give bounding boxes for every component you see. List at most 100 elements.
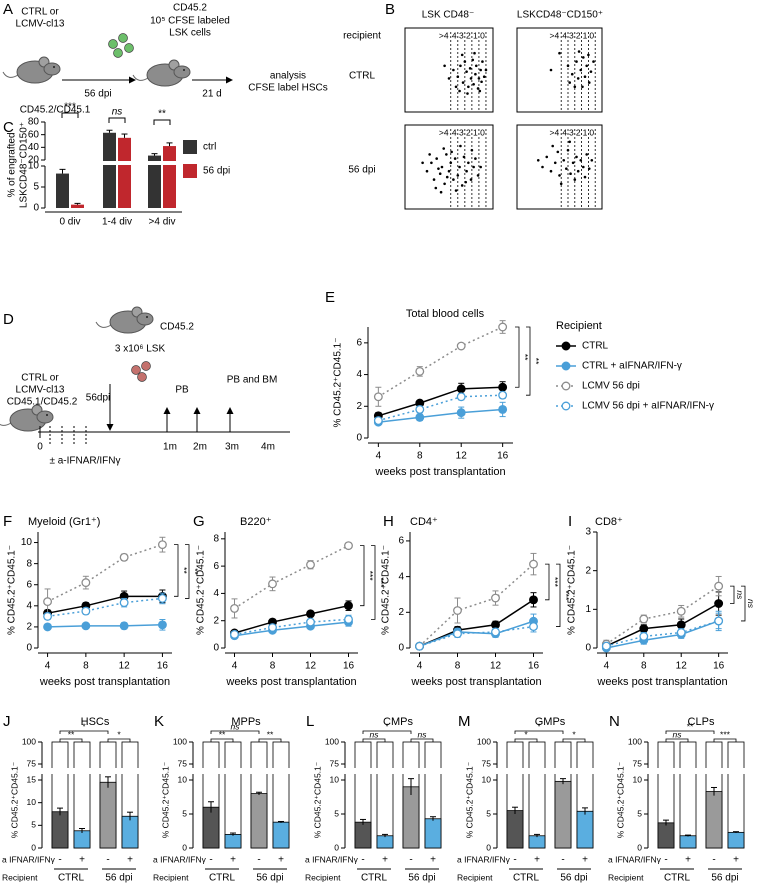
series-line: [605, 585, 720, 645]
cell-event: [435, 157, 438, 160]
series-line: [378, 394, 503, 422]
cell-event: [556, 150, 560, 154]
bar: [224, 834, 242, 849]
gate-label: 4: [562, 30, 567, 40]
legend-marker: [561, 401, 571, 411]
bar: [163, 146, 176, 208]
cell-event: [474, 157, 477, 160]
data-point: [119, 552, 129, 562]
bar: [99, 781, 117, 849]
cell-event: [573, 178, 577, 181]
x-tick-label: 8: [83, 661, 89, 672]
cell-event: [452, 68, 455, 72]
treatment-sign: +: [127, 855, 133, 866]
y-tick-label: 2: [398, 607, 404, 618]
x-tick-label: 12: [305, 661, 317, 672]
cell: [137, 372, 147, 382]
cell-event: [575, 60, 578, 63]
legend-swatch: [183, 140, 197, 154]
mouse-head: [136, 312, 154, 326]
gate-label: 2: [576, 30, 581, 40]
series-line: [234, 621, 349, 637]
gate-label: >4: [550, 30, 560, 40]
y-axis-label: % CD45.2⁺CD45.1⁻: [333, 337, 344, 427]
significance-label: ns: [112, 107, 123, 118]
data-point: [157, 620, 167, 630]
series-line: [377, 326, 503, 398]
significance-bracket: [526, 326, 531, 396]
data-point: [639, 631, 649, 641]
gate-label: 4: [562, 127, 567, 137]
cell-event: [482, 75, 486, 79]
significance-bracket: [514, 738, 538, 742]
gate-label: 3: [569, 30, 574, 40]
cell-event: [459, 144, 462, 148]
cell-event: [463, 60, 467, 63]
label: 3 x10⁶ LSK: [115, 344, 166, 355]
y-tick-label: 75: [482, 758, 492, 768]
group-label: Recipient: [2, 872, 38, 882]
cell-event: [445, 175, 449, 179]
cell-event: [577, 50, 581, 53]
label: CTRL: [349, 71, 376, 82]
data-point: [529, 595, 538, 605]
y-axis-label: % CD45.2⁺CD45.1⁻: [160, 761, 170, 838]
series-line: [419, 599, 534, 647]
significance-bracket: [210, 738, 234, 742]
y-tick-label: 3: [585, 527, 591, 538]
data-point: [43, 611, 53, 621]
significance-bracket: [360, 545, 365, 607]
label: PB: [175, 385, 189, 396]
significance-bracket: [562, 738, 586, 742]
significance-bracket: [185, 544, 190, 599]
x-tick-label: 8: [417, 451, 423, 462]
significance-label: *: [117, 729, 121, 739]
significance-bracket: [665, 738, 689, 742]
bar: [424, 818, 442, 849]
y-tick-label: 2: [213, 615, 219, 626]
data-point: [415, 412, 425, 422]
significance-bracket: [59, 738, 83, 742]
gate-label: >4: [550, 127, 560, 137]
panel-letter: H: [383, 513, 394, 530]
chart-title: MPPs: [231, 716, 261, 728]
cell-event: [428, 153, 431, 156]
cell-event: [558, 51, 561, 55]
label: CD45.2/CD45.1: [20, 105, 91, 116]
treatment-sign: -: [209, 855, 212, 866]
data-point: [529, 559, 538, 569]
bar: [554, 780, 572, 849]
data-point: [268, 623, 277, 632]
cell-event: [570, 72, 574, 76]
cell-event: [571, 161, 575, 165]
label: 56 dpi: [84, 89, 111, 100]
cell-event: [585, 64, 588, 68]
treatment-label: a IFNAR/IFNγ: [608, 854, 662, 864]
cell-event: [558, 174, 561, 177]
cell-event: [443, 182, 446, 186]
label: 56dpi: [86, 393, 110, 404]
group-name: 56 dpi: [256, 873, 283, 884]
significance-label: *: [82, 721, 86, 731]
significance-label: ns: [370, 729, 380, 739]
data-point: [453, 606, 462, 615]
significance-bracket: [362, 730, 412, 734]
y-tick-label: 6: [398, 536, 404, 547]
y-tick-label: 10: [330, 774, 340, 784]
y-tick-label: 5: [637, 808, 642, 818]
bar-frame: [376, 741, 394, 849]
data-point: [415, 366, 425, 376]
data-point: [306, 609, 315, 619]
data-point: [81, 578, 91, 588]
cell-event: [545, 155, 549, 159]
data-point: [676, 628, 686, 637]
data-point: [344, 601, 353, 611]
y-tick-label: 15: [27, 774, 37, 784]
panel-letter: A: [3, 1, 13, 18]
label: CFSE label HSCs: [248, 83, 327, 94]
y-tick-label: 0: [398, 643, 404, 654]
significance-label: **: [158, 109, 166, 120]
significance-label: **: [219, 729, 226, 739]
group-name: CTRL: [209, 873, 236, 884]
cell-event: [439, 190, 443, 194]
